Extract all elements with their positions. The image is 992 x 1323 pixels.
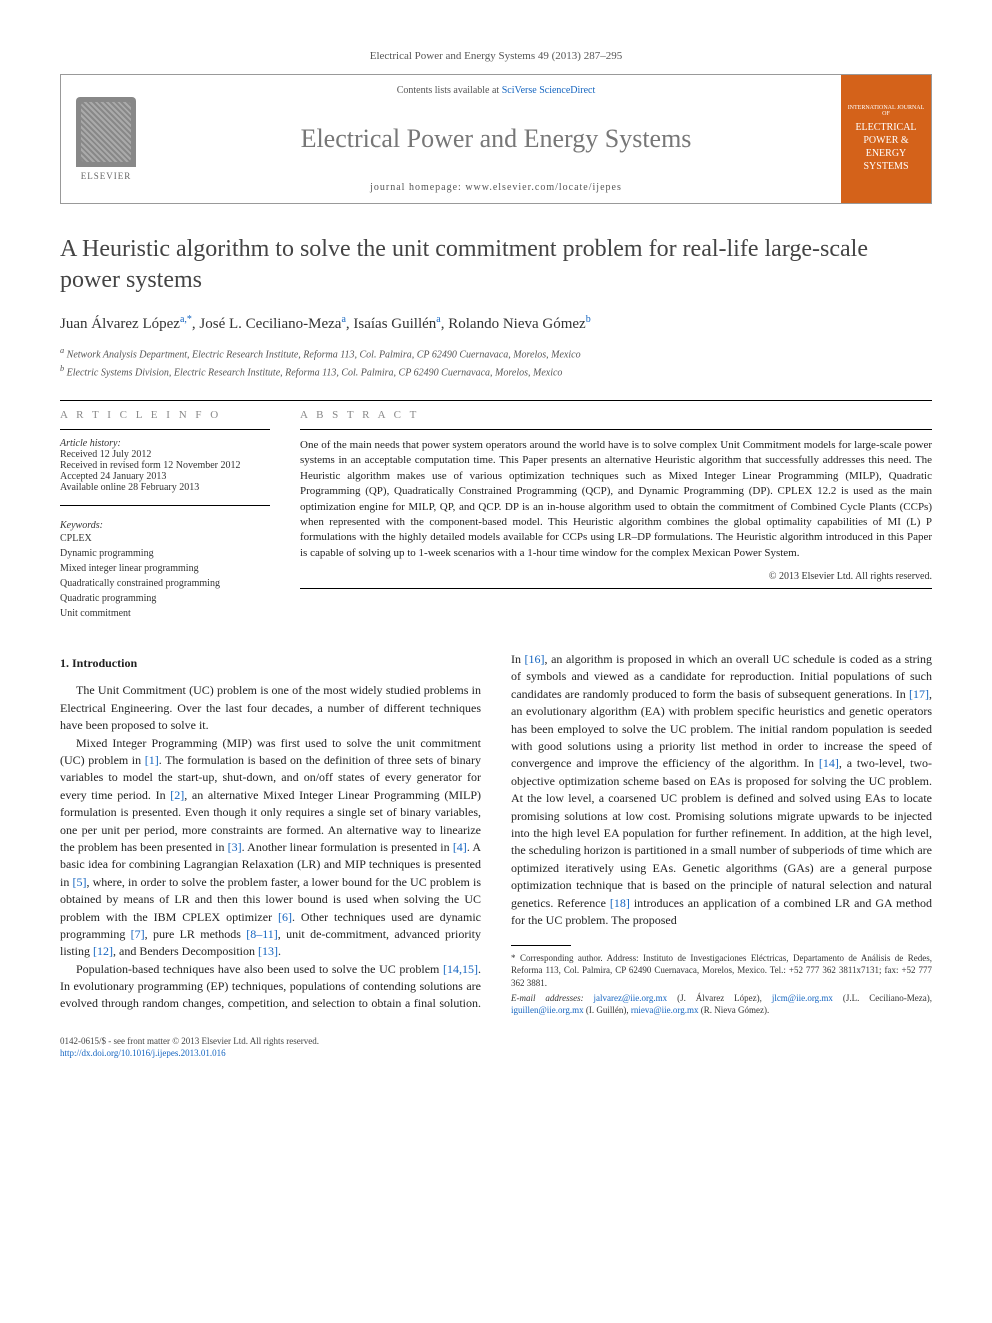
- article-info-heading: A R T I C L E I N F O: [60, 409, 270, 421]
- journal-header: ELSEVIER Contents lists available at Sci…: [60, 74, 932, 204]
- divider: [60, 400, 932, 401]
- citation-line: Electrical Power and Energy Systems 49 (…: [60, 50, 932, 62]
- journal-cover-thumb: INTERNATIONAL JOURNAL OF ELECTRICAL POWE…: [841, 75, 931, 203]
- footnotes: * Corresponding author. Address: Institu…: [511, 952, 932, 1016]
- journal-name: Electrical Power and Energy Systems: [301, 124, 692, 154]
- cover-main-text: ELECTRICAL POWER & ENERGY SYSTEMS: [845, 121, 927, 173]
- elsevier-tree-icon: [76, 97, 136, 167]
- elsevier-label: ELSEVIER: [81, 171, 132, 181]
- intro-p1: The Unit Commitment (UC) problem is one …: [60, 682, 481, 734]
- author-1-aff: a,: [180, 314, 187, 325]
- history-received: Received 12 July 2012: [60, 449, 270, 460]
- author-1: Juan Álvarez López: [60, 316, 180, 332]
- history-online: Available online 28 February 2013: [60, 482, 270, 493]
- abstract-copyright: © 2013 Elsevier Ltd. All rights reserved…: [300, 571, 932, 582]
- keyword: Mixed integer linear programming: [60, 561, 270, 576]
- front-matter-line: 0142-0615/$ - see front matter © 2013 El…: [60, 1036, 319, 1048]
- authors-line: Juan Álvarez Lópeza,*, José L. Ceciliano…: [60, 314, 932, 333]
- keyword: CPLEX: [60, 531, 270, 546]
- emails-label: E-mail addresses:: [511, 993, 584, 1003]
- journal-homepage: journal homepage: www.elsevier.com/locat…: [370, 182, 622, 193]
- history-revised: Received in revised form 12 November 201…: [60, 460, 270, 471]
- history-accepted: Accepted 24 January 2013: [60, 471, 270, 482]
- footnote-separator: [511, 945, 571, 946]
- doi-link[interactable]: http://dx.doi.org/10.1016/j.ijepes.2013.…: [60, 1048, 226, 1058]
- corresponding-author-note: * Corresponding author. Address: Institu…: [511, 952, 932, 988]
- author-2: José L. Ceciliano-Meza: [199, 316, 341, 332]
- article-history-label: Article history:: [60, 438, 270, 449]
- keyword: Unit commitment: [60, 606, 270, 621]
- author-1-corr: *: [187, 314, 192, 325]
- section-1-title: 1. Introduction: [60, 655, 481, 672]
- keyword: Dynamic programming: [60, 546, 270, 561]
- body-two-column: 1. Introduction The Unit Commitment (UC)…: [60, 651, 932, 1016]
- contents-available-line: Contents lists available at SciVerse Sci…: [397, 85, 596, 96]
- elsevier-logo: ELSEVIER: [61, 75, 151, 203]
- author-4: Rolando Nieva Gómez: [448, 316, 585, 332]
- affiliation-a: a Network Analysis Department, Electric …: [60, 345, 932, 362]
- keywords-label: Keywords:: [60, 520, 270, 531]
- author-2-aff: a: [341, 314, 345, 325]
- article-title: A Heuristic algorithm to solve the unit …: [60, 234, 932, 296]
- page-footer: 0142-0615/$ - see front matter © 2013 El…: [60, 1036, 932, 1059]
- keyword: Quadratically constrained programming: [60, 576, 270, 591]
- header-center: Contents lists available at SciVerse Sci…: [151, 75, 841, 203]
- affiliation-b: b Electric Systems Division, Electric Re…: [60, 363, 932, 380]
- article-info-sidebar: A R T I C L E I N F O Article history: R…: [60, 409, 270, 621]
- contents-prefix: Contents lists available at: [397, 85, 502, 96]
- affiliations: a Network Analysis Department, Electric …: [60, 345, 932, 380]
- author-3: Isaías Guillén: [353, 316, 436, 332]
- cover-top-text: INTERNATIONAL JOURNAL OF: [845, 105, 927, 117]
- abstract-column: A B S T R A C T One of the main needs th…: [300, 409, 932, 621]
- author-4-aff: b: [586, 314, 591, 325]
- abstract-text: One of the main needs that power system …: [300, 438, 932, 561]
- keyword: Quadratic programming: [60, 591, 270, 606]
- author-3-aff: a: [436, 314, 440, 325]
- sciencedirect-link[interactable]: SciVerse ScienceDirect: [502, 85, 596, 96]
- intro-p2: Mixed Integer Programming (MIP) was firs…: [60, 735, 481, 961]
- abstract-heading: A B S T R A C T: [300, 409, 932, 421]
- keywords-list: CPLEX Dynamic programming Mixed integer …: [60, 531, 270, 621]
